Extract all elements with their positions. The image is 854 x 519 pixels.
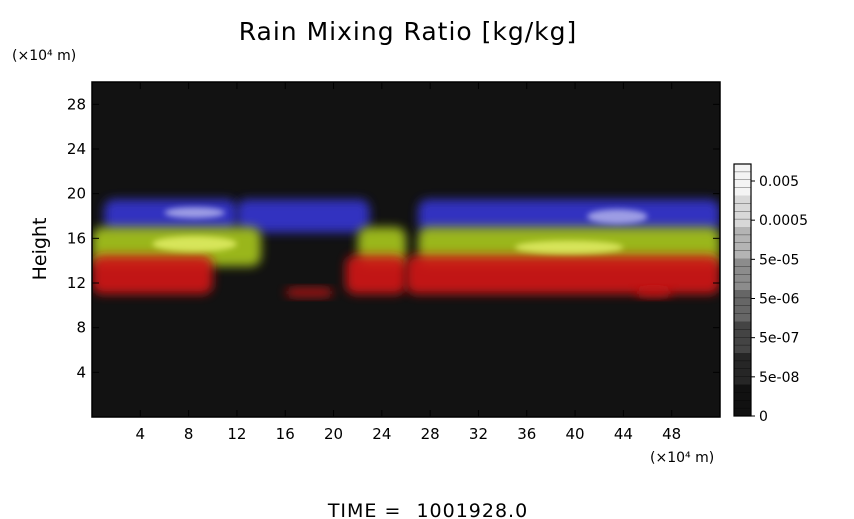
colorbar-frame (733, 163, 752, 417)
time-label: TIME = (327, 500, 402, 519)
y-tick-label: 24 (67, 140, 86, 158)
x-tick-label: 4 (136, 425, 146, 443)
x-tick-label: 36 (517, 425, 536, 443)
colorbar-label: 5e-05 (759, 252, 799, 268)
y-tick-label: 4 (76, 363, 86, 381)
rain-peak-high-layer-peak (164, 207, 225, 219)
rain-peak-middle-layer-peak (152, 236, 237, 252)
colorbar-label: 0 (759, 409, 768, 425)
rain-band-low-layer (635, 288, 672, 297)
x-unit-label: (×10⁴ m) (650, 450, 714, 466)
rain-band-low-layer (345, 255, 406, 295)
plot-area (91, 81, 721, 418)
y-tick-label: 16 (67, 229, 86, 247)
x-tick-label: 48 (662, 425, 681, 443)
colorbar-label: 5e-08 (759, 370, 799, 386)
x-tick-label: 8 (184, 425, 194, 443)
colorbar-label: 5e-06 (759, 292, 799, 308)
colorbar-label: 5e-07 (759, 331, 799, 347)
y-tick-label: 8 (76, 319, 86, 337)
x-tick-label: 20 (324, 425, 343, 443)
rain-band-high-layer (418, 199, 720, 233)
colorbar-label: 0.0005 (759, 213, 808, 229)
x-tick-label: 40 (566, 425, 585, 443)
chart-title: Rain Mixing Ratio [kg/kg] (239, 17, 578, 46)
x-tick-label: 24 (372, 425, 391, 443)
y-tick-label: 28 (67, 95, 86, 113)
x-tick-label: 44 (614, 425, 633, 443)
y-tick-label: 12 (67, 274, 86, 292)
rain-band-low-layer (285, 288, 334, 297)
rain-peak-high-layer-peak (587, 209, 648, 224)
rain-band-low-layer (92, 255, 213, 295)
colorbar-label: 0.005 (759, 174, 799, 190)
rain-layers (92, 199, 720, 297)
plot-frame (91, 81, 721, 418)
y-tick-label: 20 (67, 185, 86, 203)
time-footer: TIME = 1001928.0 (327, 500, 528, 519)
y-axis-ticks: 4 8 12 16 20 24 28 (67, 95, 720, 381)
rain-band-high-layer (236, 199, 370, 233)
x-axis-ticks: 4 8 12 16 20 24 28 32 36 40 44 48 (136, 82, 681, 443)
colorbar: 0.005 0.0005 5e-05 5e-06 5e-07 5e-08 0 (733, 163, 808, 425)
time-value: 1001928.0 (416, 500, 528, 519)
x-tick-label: 16 (276, 425, 295, 443)
y-axis-label: Height (29, 218, 51, 281)
y-unit-label: (×10⁴ m) (12, 48, 76, 64)
rain-peak-middle-layer-peak (514, 240, 624, 254)
rain-band-low-layer (406, 255, 720, 295)
x-tick-label: 28 (421, 425, 440, 443)
x-tick-label: 12 (227, 425, 246, 443)
x-tick-label: 32 (469, 425, 488, 443)
